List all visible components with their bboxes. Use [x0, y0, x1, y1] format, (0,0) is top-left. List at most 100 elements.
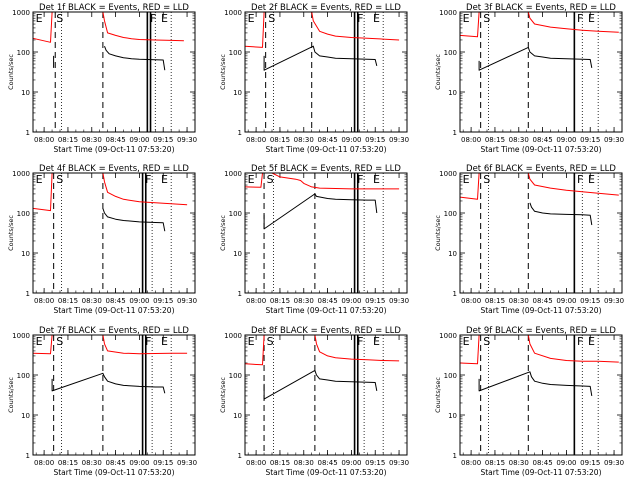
y-tick-label: 1: [26, 129, 30, 137]
x-tick-label: 08:30: [82, 136, 102, 144]
detector-panel-6: Det 6f BLACK = Events, RED = LLD Counts/s…: [434, 164, 624, 315]
y-tick-label: 100: [17, 49, 30, 57]
y-tick-label: 1000: [224, 332, 242, 340]
marker-label-f: F: [357, 335, 363, 348]
series-line-events: [478, 371, 593, 396]
marker-label-f: F: [577, 173, 583, 186]
x-tick-label: 09:15: [153, 459, 173, 467]
y-tick-label: 10: [21, 412, 30, 420]
y-axis-label: Counts/sec: [7, 54, 15, 90]
y-tick-label: 1000: [439, 170, 457, 178]
y-tick-label: 1000: [439, 332, 457, 340]
x-tick-label: 08:30: [509, 136, 529, 144]
panel-title: Det 9f BLACK = Events, RED = LLD: [466, 326, 616, 336]
panel-title: Det 7f BLACK = Events, RED = LLD: [39, 326, 189, 336]
marker-label-e: E: [248, 335, 255, 348]
x-tick-label: 09:15: [153, 136, 173, 144]
series-line-events: [478, 46, 593, 71]
panel-title: Det 4f BLACK = Events, RED = LLD: [39, 164, 189, 174]
marker-label-e: E: [161, 12, 168, 25]
y-axis-label: Counts/sec: [434, 54, 442, 90]
y-tick-label: 10: [21, 250, 30, 258]
x-tick-label: 08:45: [532, 136, 552, 144]
y-axis-label: Counts/sec: [219, 54, 227, 90]
detector-panel-7: Det 7f BLACK = Events, RED = LLD Counts/s…: [7, 326, 197, 477]
marker-label-e: E: [588, 12, 595, 25]
detector-panel-2: Det 2f BLACK = Events, RED = LLD Counts/s…: [219, 3, 409, 154]
x-tick-label: 08:45: [317, 459, 337, 467]
x-tick-label: 08:30: [82, 459, 102, 467]
y-tick-label: 1000: [12, 9, 30, 17]
y-tick-label: 1000: [12, 332, 30, 340]
x-tick-label: 08:00: [461, 297, 481, 305]
y-tick-label: 10: [21, 89, 30, 97]
plot-frame: [244, 172, 408, 294]
y-tick-label: 100: [444, 372, 457, 380]
x-tick-label: 09:30: [389, 297, 409, 305]
marker-label-e: E: [161, 173, 168, 186]
y-axis-label: Counts/sec: [434, 377, 442, 413]
y-tick-label: 1000: [439, 9, 457, 17]
series-line-lld: [459, 172, 619, 200]
x-tick-label: 09:30: [389, 136, 409, 144]
x-tick-label: 08:15: [485, 297, 505, 305]
detector-panel-5: Det 5f BLACK = Events, RED = LLD Counts/s…: [219, 164, 409, 315]
series-line-lld: [459, 11, 619, 38]
y-tick-label: 10: [448, 250, 457, 258]
marker-label-s: S: [483, 335, 490, 348]
plot-frame: [244, 334, 408, 456]
x-tick-label: 09:30: [177, 459, 197, 467]
x-tick-label: 09:30: [177, 136, 197, 144]
y-tick-label: 1: [238, 290, 242, 298]
y-axis-label: Counts/sec: [219, 215, 227, 251]
x-tick-label: 08:45: [317, 136, 337, 144]
marker-label-s: S: [483, 173, 490, 186]
y-tick-label: 1000: [224, 170, 242, 178]
plot-frame: [459, 334, 623, 456]
x-tick-label: 08:00: [246, 136, 266, 144]
x-tick-label: 08:15: [58, 136, 78, 144]
plot-frame: [32, 334, 196, 456]
x-tick-label: 08:45: [105, 297, 125, 305]
detector-panel-8: Det 8f BLACK = Events, RED = LLD Counts/s…: [219, 326, 409, 477]
panel-title: Det 8f BLACK = Events, RED = LLD: [251, 326, 401, 336]
marker-label-e: E: [463, 173, 470, 186]
series-line-events: [263, 193, 378, 230]
x-tick-label: 08:00: [34, 459, 54, 467]
marker-label-f: F: [577, 12, 583, 25]
series-line-events: [51, 372, 166, 394]
y-tick-label: 10: [233, 412, 242, 420]
marker-label-e: E: [588, 335, 595, 348]
series-line-events: [263, 369, 378, 400]
y-tick-label: 10: [448, 412, 457, 420]
x-tick-label: 09:15: [580, 136, 600, 144]
y-tick-label: 10: [448, 89, 457, 97]
detector-panel-4: Det 4f BLACK = Events, RED = LLD Counts/s…: [7, 164, 197, 315]
x-tick-label: 09:00: [341, 136, 361, 144]
marker-label-s: S: [56, 173, 63, 186]
series-line-events: [53, 46, 166, 71]
x-axis-label: Start Time (09-Oct-11 07:53:20): [265, 468, 386, 477]
y-tick-label: 10: [233, 89, 242, 97]
y-tick-label: 100: [444, 49, 457, 57]
plot-frame: [32, 172, 196, 294]
marker-label-s: S: [56, 335, 63, 348]
x-tick-label: 09:00: [556, 136, 576, 144]
y-tick-label: 100: [229, 210, 242, 218]
x-tick-label: 09:15: [365, 136, 385, 144]
marker-label-e: E: [373, 335, 380, 348]
x-tick-label: 08:45: [317, 297, 337, 305]
x-axis-label: Start Time (09-Oct-11 07:53:20): [53, 145, 174, 154]
y-tick-label: 1000: [224, 9, 242, 17]
x-tick-label: 09:00: [129, 297, 149, 305]
x-tick-label: 09:30: [604, 297, 624, 305]
x-tick-label: 09:15: [365, 297, 385, 305]
x-tick-label: 09:00: [341, 459, 361, 467]
marker-label-f: F: [357, 12, 363, 25]
panel-title: Det 3f BLACK = Events, RED = LLD: [466, 3, 616, 13]
series-line-lld: [32, 334, 188, 355]
marker-label-f: F: [150, 12, 156, 25]
plot-frame: [244, 11, 408, 133]
x-tick-label: 09:30: [604, 136, 624, 144]
x-tick-label: 08:15: [485, 459, 505, 467]
